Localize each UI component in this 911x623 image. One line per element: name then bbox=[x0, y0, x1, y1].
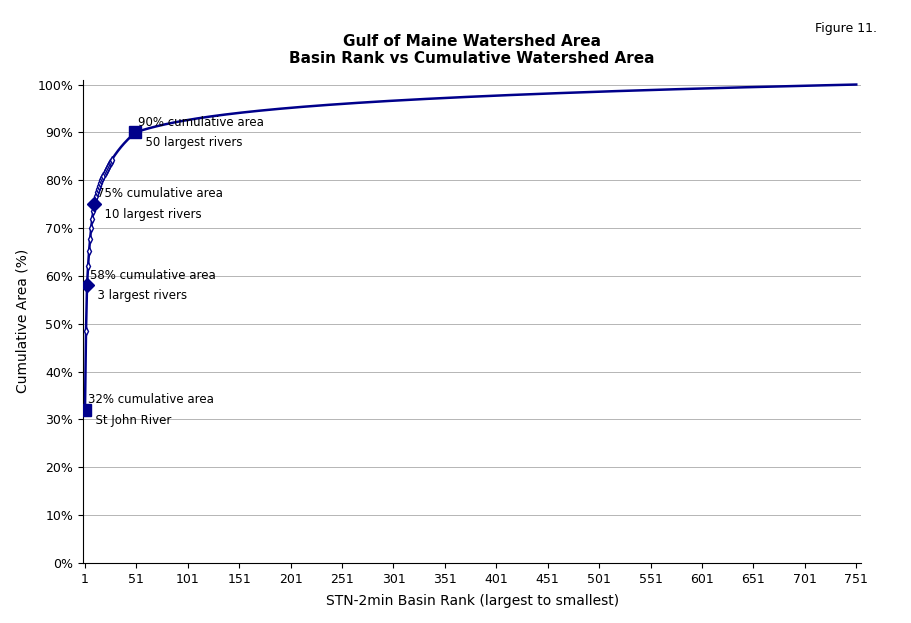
Text: 50 largest rivers: 50 largest rivers bbox=[138, 136, 243, 149]
Text: 32% cumulative area: 32% cumulative area bbox=[88, 393, 214, 406]
Y-axis label: Cumulative Area (%): Cumulative Area (%) bbox=[15, 249, 29, 394]
Text: Figure 11.: Figure 11. bbox=[815, 22, 877, 35]
Text: St John River: St John River bbox=[88, 414, 171, 427]
Text: 58% cumulative area: 58% cumulative area bbox=[90, 269, 216, 282]
X-axis label: STN-2min Basin Rank (largest to smallest): STN-2min Basin Rank (largest to smallest… bbox=[325, 594, 619, 608]
Text: 90% cumulative area: 90% cumulative area bbox=[138, 115, 264, 128]
Text: 3 largest rivers: 3 largest rivers bbox=[90, 289, 188, 302]
Text: 10 largest rivers: 10 largest rivers bbox=[97, 208, 202, 221]
Text: 75% cumulative area: 75% cumulative area bbox=[97, 188, 223, 201]
Title: Gulf of Maine Watershed Area
Basin Rank vs Cumulative Watershed Area: Gulf of Maine Watershed Area Basin Rank … bbox=[290, 34, 655, 66]
